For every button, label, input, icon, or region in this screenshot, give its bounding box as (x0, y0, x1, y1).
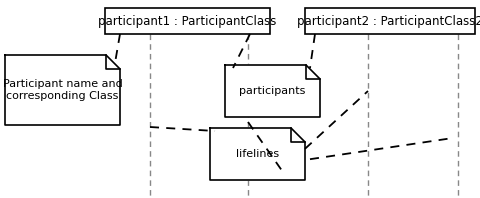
Text: participant1 : ParticipantClass: participant1 : ParticipantClass (98, 14, 276, 28)
Text: Participant name and
corresponding Class: Participant name and corresponding Class (2, 79, 122, 101)
Polygon shape (5, 55, 120, 125)
Text: participant2 : ParticipantClass2: participant2 : ParticipantClass2 (297, 14, 480, 28)
Text: participants: participants (239, 86, 305, 96)
Bar (304, 8, 474, 34)
Polygon shape (210, 128, 304, 180)
Polygon shape (225, 65, 319, 117)
Text: lifelines: lifelines (236, 149, 278, 159)
Bar (105, 8, 269, 34)
